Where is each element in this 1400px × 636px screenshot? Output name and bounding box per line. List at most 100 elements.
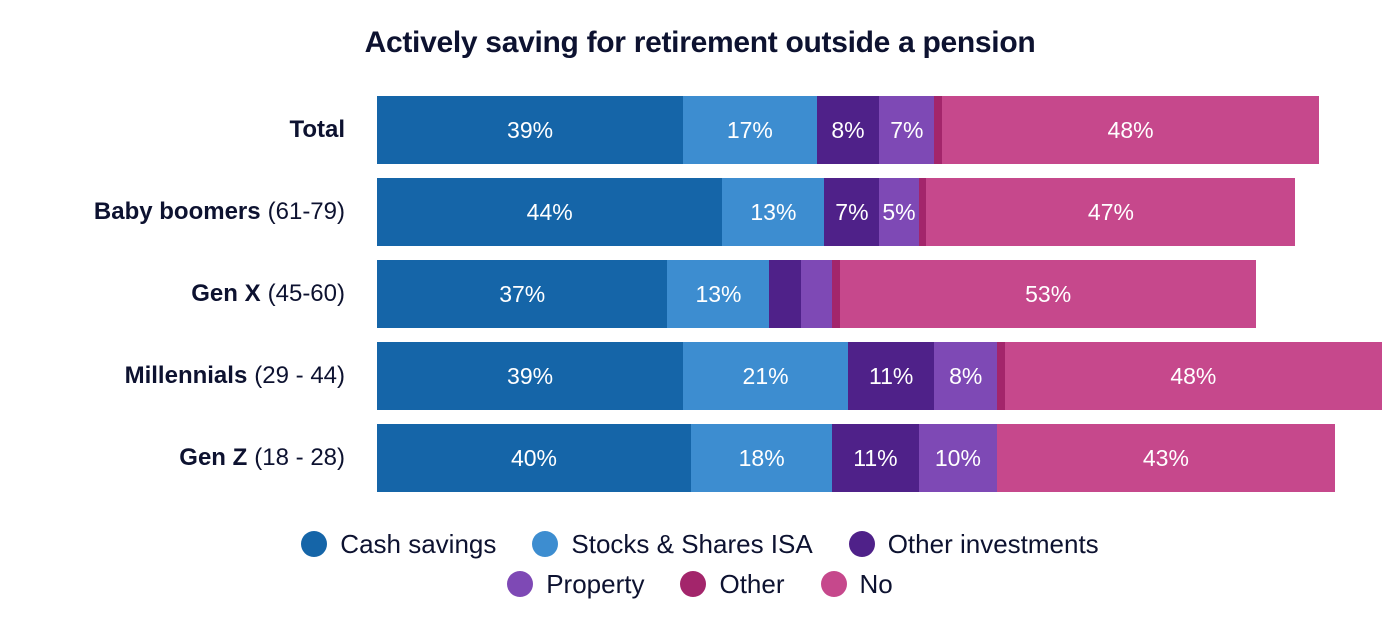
bar-segment-value-label: 17% bbox=[726, 116, 773, 143]
bar-track: 40% 18% 11% 10% 43% bbox=[377, 424, 1335, 492]
bar-segment[interactable]: 13% bbox=[722, 178, 825, 246]
legend-item-label: No bbox=[859, 568, 893, 599]
bar-row-label: Gen X (45-60) bbox=[0, 260, 345, 328]
bar-segment-value-label: 8% bbox=[831, 116, 865, 143]
legend-item-label: Stocks & Shares ISA bbox=[571, 528, 813, 559]
bar-segment[interactable] bbox=[934, 96, 943, 164]
bar-row: Gen X (45-60) 37% 13% 53% bbox=[0, 260, 1400, 328]
bar-segment[interactable]: 53% bbox=[840, 260, 1257, 328]
bar-segment[interactable]: 48% bbox=[942, 96, 1319, 164]
bar-segment-value-label: 11% bbox=[868, 362, 914, 389]
bar-row: Gen Z (18 - 28) 40% 18% 11% 10% 43% bbox=[0, 424, 1400, 492]
legend-dot-icon bbox=[680, 571, 707, 597]
legend-item[interactable]: Other bbox=[680, 568, 785, 600]
bar-segment[interactable]: 7% bbox=[879, 96, 935, 164]
bar-row-label-age-range: (18 - 28) bbox=[254, 444, 345, 471]
bar-segment-value-label: 7% bbox=[890, 116, 924, 143]
legend-item[interactable]: Property bbox=[507, 569, 644, 600]
bar-track: 39% 21% 11% 8% 48% bbox=[377, 342, 1382, 410]
bar-row-label-age-range: (29 - 44) bbox=[254, 362, 345, 389]
legend-item[interactable]: Stocks & Shares ISA bbox=[532, 528, 813, 560]
bar-segment[interactable]: 44% bbox=[377, 178, 723, 246]
bar-track: 44% 13% 7% 5% 47% bbox=[377, 178, 1296, 246]
legend-dot-icon bbox=[301, 531, 328, 557]
bar-row-label: Gen Z (18 - 28) bbox=[0, 424, 345, 492]
bar-segment[interactable]: 8% bbox=[816, 96, 880, 164]
chart-legend: Cash savings Stocks & Shares ISA Other inv… bbox=[0, 524, 1400, 604]
bar-row-label-name: Total bbox=[289, 116, 345, 143]
legend-row: Cash savings Stocks & Shares ISA Other inv… bbox=[0, 524, 1400, 564]
bar-segment[interactable]: 13% bbox=[667, 260, 770, 328]
bar-segment-value-label: 40% bbox=[510, 444, 558, 471]
bar-segment[interactable] bbox=[800, 260, 833, 328]
bar-segment[interactable]: 39% bbox=[377, 342, 684, 410]
bar-segment[interactable]: 8% bbox=[934, 342, 998, 410]
bar-segment[interactable]: 40% bbox=[377, 424, 691, 492]
bar-row-label-name: Baby boomers bbox=[93, 198, 261, 225]
bar-segment-value-label: 43% bbox=[1142, 444, 1189, 471]
bar-row: Baby boomers (61-79) 44% 13% 7% 5% 47% bbox=[0, 178, 1400, 246]
bar-segment[interactable] bbox=[832, 260, 841, 328]
bar-segment[interactable] bbox=[918, 178, 927, 246]
bar-segment-value-label: 21% bbox=[742, 362, 789, 389]
bar-segment-value-label: 7% bbox=[835, 198, 869, 225]
bar-track: 37% 13% 53% bbox=[377, 260, 1257, 328]
legend-item[interactable]: No bbox=[820, 568, 893, 600]
bar-segment-value-label: 13% bbox=[750, 198, 797, 225]
bar-row-label-age-range: (61-79) bbox=[267, 198, 345, 225]
bar-segment[interactable]: 43% bbox=[997, 424, 1335, 492]
legend-item-label: Other investments bbox=[887, 528, 1099, 559]
legend-item[interactable]: Other investments bbox=[848, 528, 1099, 560]
legend-item-label: Property bbox=[546, 568, 645, 599]
bar-row-label-name: Millennials bbox=[124, 362, 248, 389]
bar-row: Total 39% 17% 8% 7% 48% bbox=[0, 96, 1400, 164]
bar-segment-value-label: 48% bbox=[1170, 362, 1217, 389]
bar-segment[interactable]: 17% bbox=[683, 96, 817, 164]
legend-dot-icon bbox=[820, 571, 847, 597]
bar-segment-value-label: 5% bbox=[882, 198, 916, 225]
bar-segment[interactable]: 11% bbox=[847, 342, 935, 410]
legend-dot-icon bbox=[507, 571, 534, 597]
bar-segment[interactable]: 39% bbox=[377, 96, 684, 164]
bar-segment-value-label: 44% bbox=[526, 198, 573, 225]
bar-segment[interactable]: 5% bbox=[879, 178, 919, 246]
bar-row: Millennials (29 - 44) 39% 21% 11% 8% 48% bbox=[0, 342, 1400, 410]
bar-segment[interactable]: 18% bbox=[691, 424, 833, 492]
bar-segment-value-label: 47% bbox=[1087, 198, 1134, 225]
page-title: Actively saving for retirement outside a… bbox=[364, 26, 1036, 59]
bar-segment[interactable]: 47% bbox=[926, 178, 1296, 246]
bar-segment[interactable] bbox=[769, 260, 801, 328]
legend-item-label: Other bbox=[719, 568, 785, 599]
bar-row-label: Millennials (29 - 44) bbox=[0, 342, 345, 410]
legend-row: Property Other No bbox=[0, 564, 1400, 604]
bar-segment-value-label: 11% bbox=[853, 444, 898, 471]
bar-segment[interactable] bbox=[997, 342, 1005, 410]
bar-segment-value-label: 13% bbox=[695, 280, 742, 307]
bar-segment-value-label: 10% bbox=[934, 444, 981, 471]
bar-row-label: Total bbox=[0, 96, 345, 164]
bar-segment[interactable]: 11% bbox=[832, 424, 919, 492]
legend-dot-icon bbox=[848, 531, 875, 557]
legend-item[interactable]: Cash savings bbox=[301, 529, 496, 560]
bar-segment[interactable]: 7% bbox=[824, 178, 880, 246]
bar-segment-value-label: 8% bbox=[949, 362, 983, 389]
bar-segment-value-label: 48% bbox=[1107, 116, 1154, 143]
legend-dot-icon bbox=[532, 531, 559, 557]
bar-segment-value-label: 18% bbox=[738, 444, 785, 471]
bar-row-label-name: Gen X bbox=[191, 280, 261, 307]
bar-segment[interactable]: 21% bbox=[683, 342, 848, 410]
legend-item-label: Cash savings bbox=[340, 528, 497, 559]
bar-track: 39% 17% 8% 7% 48% bbox=[377, 96, 1319, 164]
bar-segment[interactable]: 10% bbox=[918, 424, 998, 492]
bar-segment[interactable]: 37% bbox=[377, 260, 668, 328]
bar-row-label: Baby boomers (61-79) bbox=[0, 178, 345, 246]
chart-plot-area: Total 39% 17% 8% 7% 48% Baby boomers (61-79) 44%… bbox=[0, 96, 1400, 506]
bar-segment-value-label: 37% bbox=[499, 280, 546, 307]
bar-row-label-name: Gen Z bbox=[179, 444, 248, 471]
bar-row-label-age-range: (45-60) bbox=[267, 280, 345, 307]
bar-segment[interactable]: 48% bbox=[1004, 342, 1382, 410]
bar-segment-value-label: 39% bbox=[507, 116, 554, 143]
bar-segment-value-label: 53% bbox=[1025, 280, 1072, 307]
bar-segment-value-label: 39% bbox=[507, 362, 554, 389]
